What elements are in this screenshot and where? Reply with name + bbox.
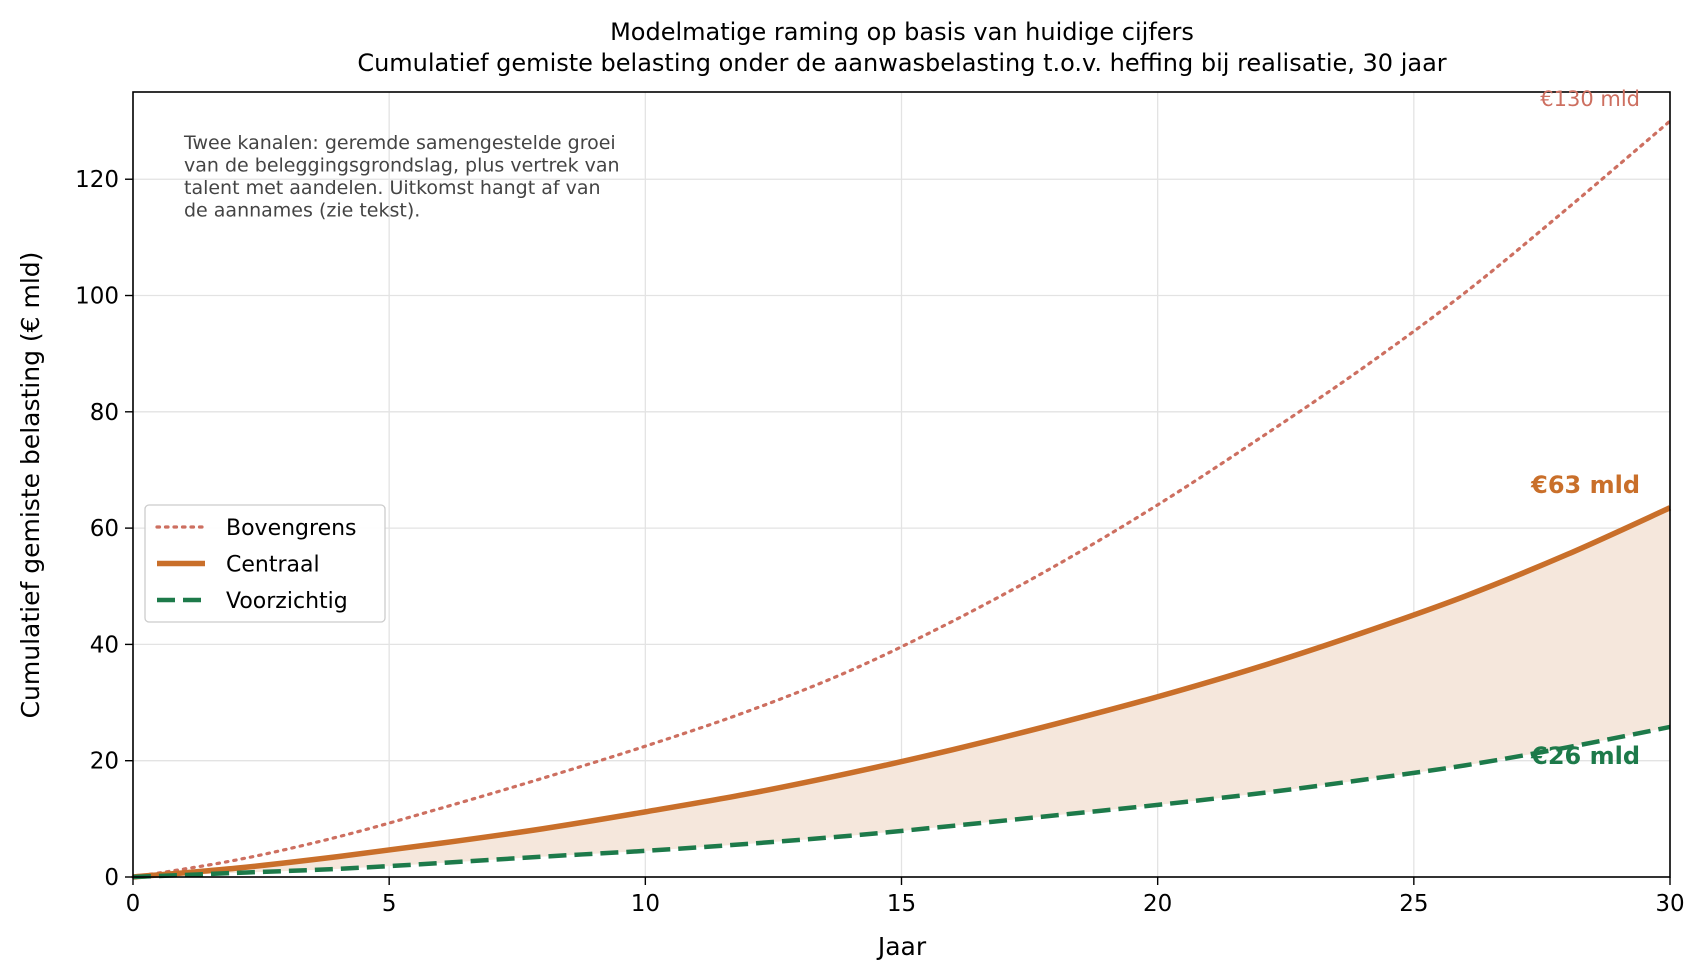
end-label-voorzichtig: €26 mld <box>1530 742 1640 770</box>
annotation-line: de aannames (zie tekst). <box>184 200 420 222</box>
x-tick-label: 20 <box>1143 891 1172 917</box>
legend-label-voorzichtig: Voorzichtig <box>226 589 348 614</box>
x-tick-label: 10 <box>631 891 660 917</box>
annotation-note: Twee kanalen: geremde samengestelde groe… <box>183 132 620 222</box>
x-axis-label: Jaar <box>876 932 927 961</box>
x-tick-label: 25 <box>1399 891 1428 917</box>
x-tick-label: 30 <box>1655 891 1684 917</box>
x-tick-label: 0 <box>126 891 141 917</box>
y-tick-label: 0 <box>104 865 119 891</box>
end-label-bovengrens: €130 mld <box>1540 87 1640 111</box>
x-tick-label: 5 <box>382 891 397 917</box>
x-tick-label: 15 <box>887 891 916 917</box>
series-layer <box>131 119 1672 880</box>
annotation-line: Twee kanalen: geremde samengestelde groe… <box>183 132 616 154</box>
y-tick-label: 120 <box>75 167 119 193</box>
y-tick-label: 60 <box>90 516 119 542</box>
ticks-layer: 0 5 10 15 20 25 30 0 20 40 60 80 100 120 <box>75 167 1685 917</box>
y-tick-label: 80 <box>90 400 119 426</box>
series-line-centraal <box>132 505 1672 880</box>
series-line-voorzichtig <box>132 724 1671 880</box>
legend: Bovengrens Centraal Voorzichtig <box>144 504 386 623</box>
legend-box <box>144 504 386 623</box>
y-tick-label: 20 <box>90 749 119 775</box>
shaded-band-area <box>133 507 1670 877</box>
y-axis-label: Cumulatief gemiste belasting (€ mld) <box>16 252 45 719</box>
legend-label-centraal: Centraal <box>226 553 320 578</box>
annotation-line: talent met aandelen. Uitkomst hangt af v… <box>184 177 601 199</box>
y-tick-label: 40 <box>90 632 119 658</box>
chart-title: Modelmatige raming op basis van huidige … <box>610 18 1194 46</box>
annotation-line: van de beleggingsgrondslag, plus vertrek… <box>184 155 620 177</box>
end-label-centraal: €63 mld <box>1530 471 1640 499</box>
chart-subtitle: Cumulatief gemiste belasting onder de aa… <box>357 49 1446 77</box>
end-labels: €130 mld €63 mld €26 mld <box>1530 87 1640 770</box>
y-tick-label: 100 <box>75 284 119 310</box>
legend-label-bovengrens: Bovengrens <box>226 516 357 541</box>
